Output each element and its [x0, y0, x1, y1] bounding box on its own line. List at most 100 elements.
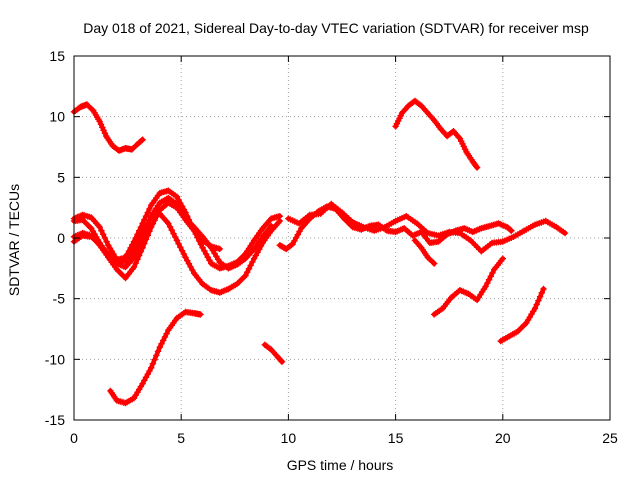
series-arc-i	[285, 200, 569, 255]
series-markers	[70, 101, 146, 154]
data-point	[174, 194, 180, 200]
y-tick-label: -5	[53, 291, 66, 307]
data-point	[318, 211, 323, 217]
axis-ticks: 0 5 10 15 20 25 -15 -10 -5 0 5 10 15	[45, 48, 618, 446]
data-point	[157, 190, 163, 196]
data-point	[393, 124, 398, 129]
series-markers	[392, 97, 481, 171]
data-point	[436, 239, 441, 245]
y-axis-label: SDTVAR / TECUs	[6, 184, 22, 296]
data-point	[371, 228, 377, 234]
data-point	[448, 295, 454, 300]
data-point	[183, 309, 188, 315]
data-point	[165, 200, 171, 206]
data-point	[440, 306, 446, 311]
data-point	[174, 315, 180, 321]
data-point	[116, 148, 122, 154]
data-point	[451, 128, 456, 134]
data-point	[108, 388, 113, 394]
data-point	[78, 104, 83, 110]
data-point	[200, 245, 206, 251]
data-point	[275, 354, 281, 360]
data-point	[438, 126, 443, 132]
data-point	[268, 216, 274, 222]
data-point	[208, 244, 214, 249]
data-point	[418, 103, 424, 109]
data-point	[350, 219, 356, 225]
data-point	[554, 224, 559, 230]
data-point	[123, 400, 128, 406]
data-point	[80, 217, 85, 223]
data-point	[226, 286, 231, 292]
data-point	[226, 265, 231, 271]
data-point	[290, 241, 296, 247]
data-point	[339, 210, 345, 215]
data-point	[470, 229, 476, 235]
data-point	[425, 230, 431, 236]
data-point	[457, 230, 463, 236]
series-line	[108, 309, 203, 406]
data-point	[135, 141, 141, 146]
data-point	[165, 221, 171, 226]
data-point	[129, 147, 135, 152]
data-point	[251, 256, 257, 261]
data-point	[140, 221, 146, 226]
data-point	[148, 215, 154, 220]
data-point	[498, 338, 504, 344]
data-point	[140, 245, 146, 251]
data-point	[148, 365, 154, 371]
data-point	[88, 215, 94, 220]
data-point	[393, 229, 398, 235]
series-arc-g	[261, 341, 286, 365]
data-point	[286, 216, 291, 222]
data-point	[114, 398, 120, 403]
data-point	[412, 238, 418, 243]
data-point	[468, 238, 473, 243]
data-point	[406, 103, 411, 109]
chart-title: Day 018 of 2021, Sidereal Day-to-day VTE…	[83, 20, 589, 36]
data-point	[361, 224, 366, 230]
data-point	[376, 222, 381, 228]
data-point	[524, 320, 529, 326]
data-point	[251, 238, 257, 243]
data-point	[268, 228, 274, 234]
data-point	[191, 270, 197, 276]
data-point	[157, 207, 163, 213]
data-point	[110, 143, 115, 149]
data-point	[500, 256, 506, 261]
data-point	[217, 259, 223, 265]
data-point	[509, 228, 514, 234]
data-point	[234, 281, 240, 287]
data-point	[191, 310, 197, 316]
data-point	[208, 261, 214, 266]
series-arc-k	[411, 237, 438, 267]
data-point	[279, 359, 285, 365]
data-point	[97, 242, 103, 248]
data-point	[496, 221, 501, 226]
data-point	[532, 306, 538, 311]
data-point	[466, 291, 471, 297]
data-point	[243, 256, 248, 261]
data-point	[174, 205, 180, 211]
data-point	[470, 159, 476, 165]
data-point	[200, 281, 206, 287]
data-point	[399, 110, 405, 116]
data-point	[131, 247, 137, 253]
x-tick-label: 25	[602, 430, 618, 446]
data-point	[131, 264, 137, 270]
grid	[74, 56, 610, 420]
data-point	[140, 229, 146, 235]
data-point	[521, 228, 527, 234]
data-point	[427, 240, 433, 246]
data-point	[500, 239, 506, 245]
data-point	[474, 297, 480, 303]
data-point	[123, 275, 128, 281]
series-arc-l	[431, 255, 506, 318]
data-point	[515, 329, 521, 334]
data-point	[393, 218, 398, 224]
y-tick-label: 0	[57, 230, 65, 246]
data-point	[414, 221, 420, 226]
data-point	[84, 102, 90, 107]
data-point	[217, 246, 223, 252]
data-point	[114, 259, 120, 265]
